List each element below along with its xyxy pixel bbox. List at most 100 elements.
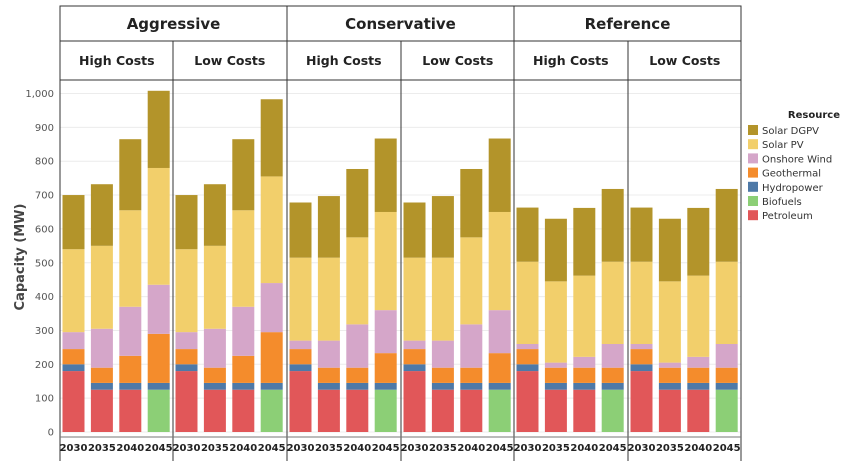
- bar-segment-solar-dgpv: [544, 218, 567, 282]
- legend-swatch: [748, 196, 758, 206]
- bar-stack-2040: [346, 168, 369, 432]
- bar-segment-geothermal: [374, 353, 397, 383]
- y-tick-label: 500: [35, 258, 54, 269]
- bar-segment-geothermal: [260, 332, 283, 383]
- bar-segment-hydropower: [544, 382, 567, 390]
- bar-segment-hydropower: [630, 364, 653, 372]
- bar-segment-petroleum: [687, 389, 710, 432]
- x-axis: 2030 2035 2040 2045 2030 2035 2040 2045 2030 2035…: [60, 443, 741, 454]
- bar-segment-onshore-wind: [147, 284, 170, 334]
- x-tick-label: 2045: [713, 443, 741, 454]
- bar-segment-hydropower: [658, 382, 681, 390]
- bar-segment-petroleum: [289, 371, 312, 432]
- x-tick-label: 2030: [628, 443, 656, 454]
- y-tick-label: 1,000: [25, 89, 54, 100]
- legend-swatch: [748, 139, 758, 150]
- panel-headers: Aggressive High Costs Low Costs Conservativ…: [79, 15, 720, 68]
- legend-swatch: [748, 153, 758, 164]
- bar-stack-2040: [573, 207, 596, 432]
- bar-segment-geothermal: [516, 349, 539, 365]
- bar-stack-2035: [544, 218, 567, 432]
- bar-segment-onshore-wind: [374, 310, 397, 354]
- bar-segment-onshore-wind: [119, 306, 142, 356]
- legend-item-label: Biofuels: [762, 197, 802, 208]
- bar-segment-petroleum: [431, 389, 454, 432]
- bar-segment-onshore-wind: [317, 340, 340, 368]
- y-tick-label: 600: [35, 224, 54, 235]
- y-tick-label: 300: [35, 326, 54, 337]
- bar-segment-solar-dgpv: [715, 188, 738, 262]
- bar-segment-hydropower: [232, 382, 255, 390]
- bar-segment-petroleum: [630, 371, 653, 432]
- bar-segment-solar-pv: [544, 281, 567, 363]
- bar-segment-solar-dgpv: [573, 207, 596, 276]
- bar-segment-geothermal: [687, 367, 710, 383]
- x-tick-label: 2045: [486, 443, 514, 454]
- bar-stack-2030: [630, 207, 653, 432]
- bar-segment-onshore-wind: [488, 310, 511, 354]
- x-tick-label: 2030: [173, 443, 201, 454]
- bar-segment-solar-pv: [431, 257, 454, 341]
- bar-segment-solar-pv: [374, 211, 397, 311]
- bar-segment-onshore-wind: [203, 328, 226, 368]
- bar-segment-solar-dgpv: [260, 99, 283, 177]
- legend-item-label: Onshore Wind: [762, 154, 832, 165]
- bar-segment-solar-dgpv: [232, 139, 255, 211]
- bar-stack-2030: [62, 195, 85, 432]
- bar-segment-onshore-wind: [687, 356, 710, 368]
- y-tick-label: 100: [35, 394, 54, 405]
- bar-stack-2045: [488, 138, 511, 432]
- bar-segment-biofuels: [147, 389, 170, 432]
- bar-segment-solar-dgpv: [431, 196, 454, 258]
- y-tick-label: 900: [35, 123, 54, 134]
- bar-segment-onshore-wind: [460, 324, 483, 368]
- bar-segment-hydropower: [516, 364, 539, 372]
- bar-segment-solar-pv: [289, 257, 312, 341]
- bar-segment-petroleum: [62, 371, 85, 432]
- bar-segment-onshore-wind: [175, 332, 198, 350]
- bar-segment-onshore-wind: [630, 343, 653, 350]
- bar-segment-geothermal: [658, 367, 681, 383]
- bar-segment-onshore-wind: [431, 340, 454, 368]
- bar-stack-2030: [516, 207, 539, 432]
- bar-stack-2040: [460, 168, 483, 432]
- panel-frame: [59, 5, 742, 461]
- bar-stack-2030: [175, 195, 198, 432]
- x-tick-label: 2040: [684, 443, 712, 454]
- bar-segment-geothermal: [203, 367, 226, 383]
- y-tick-label: 200: [35, 360, 54, 371]
- bar-segment-solar-dgpv: [346, 168, 369, 238]
- bar-segment-solar-dgpv: [630, 207, 653, 262]
- bar-segment-solar-dgpv: [687, 207, 710, 276]
- bar-segment-geothermal: [403, 349, 426, 365]
- bar-segment-petroleum: [573, 389, 596, 432]
- bar-segment-petroleum: [544, 389, 567, 432]
- bar-stack-2035: [90, 184, 113, 432]
- bar-segment-petroleum: [460, 389, 483, 432]
- bar-segment-geothermal: [119, 355, 142, 383]
- x-tick-label: 2045: [258, 443, 286, 454]
- bar-stack-2035: [658, 218, 681, 432]
- x-tick-label: 2030: [514, 443, 542, 454]
- bar-segment-hydropower: [62, 364, 85, 372]
- bar-stack-2040: [232, 139, 255, 432]
- x-tick-label: 2040: [116, 443, 144, 454]
- x-tick-label: 2030: [60, 443, 88, 454]
- bar-stack-2040: [687, 207, 710, 432]
- bar-segment-geothermal: [147, 333, 170, 383]
- bar-segment-petroleum: [516, 371, 539, 432]
- bar-segment-hydropower: [203, 382, 226, 390]
- bar-segment-petroleum: [317, 389, 340, 432]
- bar-segment-hydropower: [431, 382, 454, 390]
- legend-swatch: [748, 210, 758, 221]
- bar-segment-hydropower: [573, 382, 596, 390]
- bar-segment-solar-pv: [260, 176, 283, 284]
- bar-segment-biofuels: [488, 389, 511, 432]
- bar-segment-onshore-wind: [658, 362, 681, 368]
- bar-stack-2040: [119, 139, 142, 432]
- y-tick-label: 800: [35, 157, 54, 168]
- bar-segment-onshore-wind: [573, 356, 596, 368]
- bar-segment-petroleum: [175, 371, 198, 432]
- bar-stack-2045: [601, 188, 624, 432]
- bar-segment-geothermal: [175, 349, 198, 365]
